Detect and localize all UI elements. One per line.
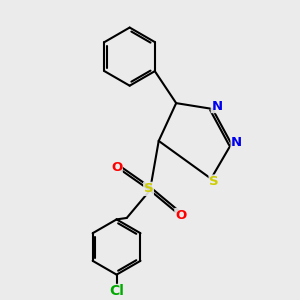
Text: O: O: [175, 208, 186, 221]
Text: O: O: [111, 160, 122, 174]
Text: N: N: [231, 136, 242, 149]
Text: S: S: [209, 175, 219, 188]
Text: N: N: [211, 100, 222, 112]
Text: Cl: Cl: [109, 284, 124, 298]
Text: S: S: [144, 182, 153, 195]
